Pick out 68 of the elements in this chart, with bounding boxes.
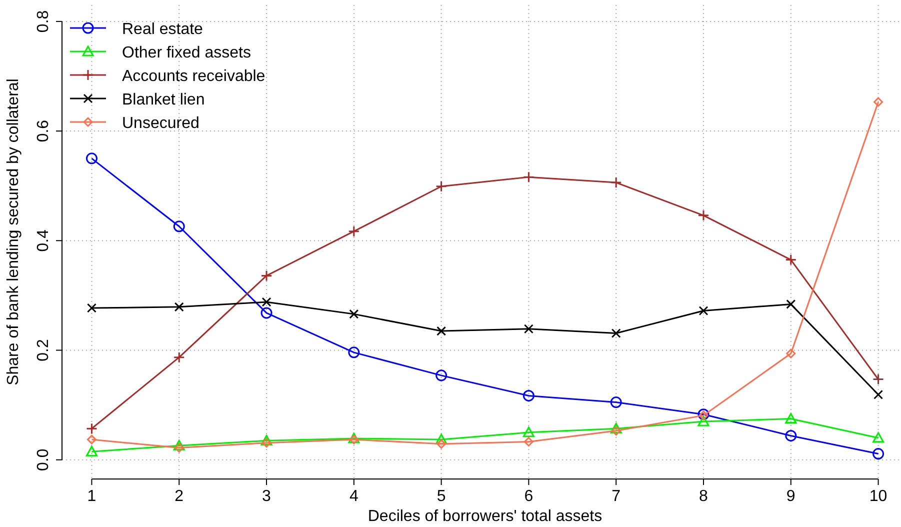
- x-tick-label: 2: [174, 488, 184, 505]
- legend-label: Accounts receivable: [122, 68, 266, 85]
- point: [436, 326, 446, 336]
- legend-label: Unsecured: [122, 115, 200, 132]
- point: [698, 210, 710, 222]
- y-tick-label: 0.0: [35, 448, 52, 471]
- point: [698, 416, 710, 426]
- point: [874, 390, 884, 400]
- point: [173, 440, 185, 450]
- y-tick-label: 0.4: [35, 229, 52, 252]
- x-tick-label: 5: [436, 488, 446, 505]
- point: [436, 439, 446, 449]
- point: [611, 328, 621, 338]
- point: [86, 152, 98, 164]
- point: [785, 412, 797, 424]
- point: [436, 434, 448, 444]
- point: [610, 422, 622, 434]
- point: [260, 270, 272, 282]
- point: [348, 346, 360, 358]
- point: [524, 324, 534, 334]
- legend-label: Other fixed assets: [122, 44, 251, 62]
- point: [872, 374, 884, 386]
- point: [698, 306, 708, 316]
- point: [785, 254, 797, 266]
- y-axis-title: Share of bank lending secured by collateral: [5, 78, 22, 386]
- point: [610, 176, 622, 188]
- point: [86, 422, 98, 434]
- x-tick-label: 1: [87, 488, 96, 505]
- y-tick-label: 0.6: [35, 120, 52, 142]
- point: [262, 297, 272, 307]
- point: [86, 303, 96, 313]
- point: [86, 446, 98, 456]
- y-tick-label: 0.2: [35, 339, 52, 362]
- point: [436, 180, 448, 192]
- point: [173, 352, 185, 364]
- point: [611, 426, 621, 436]
- point: [785, 430, 797, 442]
- point: [86, 434, 96, 444]
- point: [872, 448, 884, 460]
- point: [524, 436, 534, 446]
- point: [786, 299, 796, 309]
- x-tick-label: 7: [612, 488, 621, 505]
- point: [260, 307, 272, 319]
- point: [262, 438, 272, 448]
- x-tick-label: 9: [786, 488, 796, 505]
- point: [522, 426, 534, 438]
- point: [522, 390, 534, 402]
- x-tick-label: 3: [262, 488, 272, 505]
- x-axis-title: Deciles of borrowers' total assets: [368, 508, 602, 525]
- point: [522, 171, 534, 183]
- legend-label: Blanket lien: [122, 92, 205, 108]
- point: [348, 226, 360, 238]
- point: [349, 309, 359, 319]
- x-tick-label: 4: [349, 488, 358, 505]
- y-tick-label: 0.8: [35, 10, 52, 33]
- x-tick-label: 6: [524, 488, 534, 505]
- point: [874, 97, 884, 107]
- x-tick-label: 8: [699, 488, 708, 505]
- point: [174, 302, 184, 312]
- x-tick-label: 10: [869, 488, 888, 505]
- point: [786, 348, 796, 358]
- point: [260, 434, 272, 446]
- point: [174, 443, 184, 453]
- point: [872, 432, 884, 443]
- point: [610, 396, 622, 408]
- point: [436, 370, 448, 382]
- point: [173, 220, 185, 232]
- legend-label: Real estate: [122, 21, 204, 38]
